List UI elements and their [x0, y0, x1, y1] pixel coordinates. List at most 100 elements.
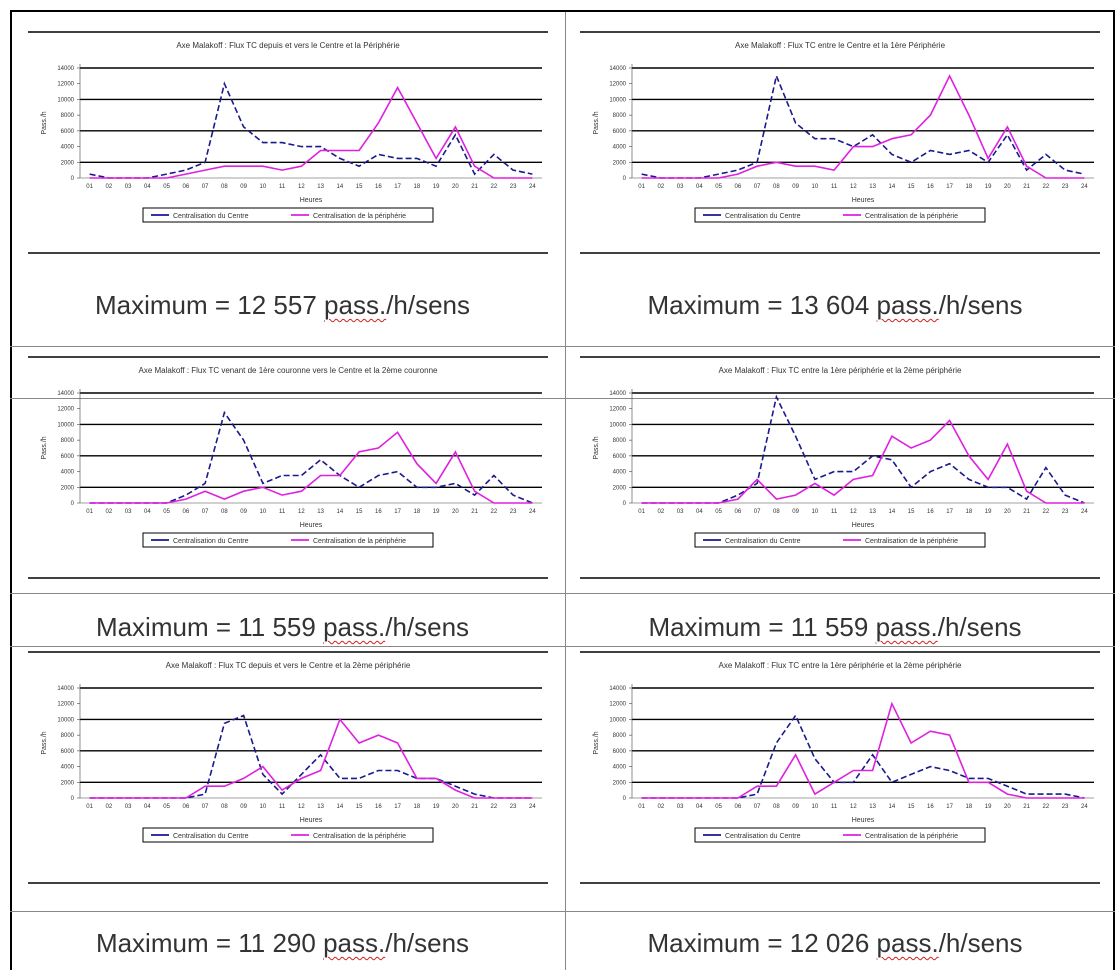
- x-tick-label: 21: [1023, 804, 1030, 810]
- x-tick-label: 21: [471, 804, 478, 810]
- chart-panel-2: Axe Malakoff : Flux TC entre le Centre e…: [580, 31, 1100, 254]
- caption-pass: pass.: [876, 290, 939, 320]
- y-tick-label: 14000: [609, 66, 626, 72]
- y-tick-label: 6000: [61, 454, 75, 460]
- caption-suffix: /h/sens: [938, 928, 1023, 958]
- y-axis-title: Pass./h: [593, 436, 600, 459]
- caption-pass: pass.: [323, 928, 386, 958]
- x-tick-label: 14: [337, 804, 344, 810]
- x-axis-title: Heures: [852, 522, 875, 529]
- legend-label-peripherie: Centralisation de la périphérie: [865, 833, 958, 840]
- x-tick-label: 10: [812, 804, 819, 810]
- x-tick-label: 13: [317, 804, 324, 810]
- y-tick-label: 2000: [61, 780, 75, 786]
- series-line-centre: [641, 73, 1085, 179]
- x-tick-label: 04: [696, 509, 703, 515]
- legend-label-peripherie: Centralisation de la périphérie: [865, 538, 958, 545]
- y-tick-label: 0: [71, 176, 75, 182]
- series-line-peripherie: [89, 717, 533, 799]
- x-tick-label: 02: [658, 509, 665, 515]
- caption-pass: pass.: [875, 612, 938, 642]
- x-tick-label: 07: [202, 184, 209, 190]
- x-tick-label: 24: [1081, 184, 1088, 190]
- legend-label-centre: Centralisation du Centre: [725, 538, 801, 545]
- x-tick-label: 01: [638, 804, 645, 810]
- x-tick-label: 13: [869, 804, 876, 810]
- x-tick-label: 18: [414, 804, 421, 810]
- x-tick-label: 02: [106, 184, 113, 190]
- y-tick-label: 4000: [61, 765, 75, 771]
- x-tick-label: 13: [869, 184, 876, 190]
- caption-pass: pass.: [876, 928, 939, 958]
- x-tick-label: 02: [106, 804, 113, 810]
- legend-box: [142, 532, 434, 548]
- x-tick-label: 20: [1004, 184, 1011, 190]
- x-tick-label: 24: [529, 509, 536, 515]
- x-tick-label: 16: [927, 804, 934, 810]
- x-tick-label: 23: [1062, 509, 1069, 515]
- grid-border-middle: [565, 10, 566, 970]
- y-tick-label: 12000: [609, 82, 626, 88]
- x-tick-label: 22: [491, 804, 498, 810]
- x-tick-label: 06: [183, 804, 190, 810]
- x-tick-label: 03: [677, 804, 684, 810]
- x-tick-label: 07: [202, 804, 209, 810]
- chart-panel-3: Axe Malakoff : Flux TC venant de 1ère co…: [28, 356, 548, 579]
- x-tick-label: 11: [279, 509, 286, 515]
- y-tick-label: 12000: [609, 407, 626, 413]
- x-axis-title: Heures: [852, 817, 875, 824]
- x-tick-label: 17: [946, 184, 953, 190]
- legend-label-peripherie: Centralisation de la périphérie: [313, 833, 406, 840]
- x-tick-label: 20: [452, 804, 459, 810]
- y-tick-label: 8000: [613, 733, 627, 739]
- chart-panel-5: Axe Malakoff : Flux TC depuis et vers le…: [28, 651, 548, 884]
- x-tick-label: 05: [163, 804, 170, 810]
- x-tick-label: 17: [394, 509, 401, 515]
- x-axis-title: Heures: [300, 522, 323, 529]
- x-tick-label: 17: [946, 509, 953, 515]
- x-axis-title: Heures: [852, 197, 875, 204]
- x-tick-label: 13: [317, 184, 324, 190]
- x-tick-label: 08: [221, 804, 228, 810]
- chart-panel-4: Axe Malakoff : Flux TC entre la 1ère pér…: [580, 356, 1100, 579]
- grid-border-top: [10, 10, 1115, 12]
- x-tick-label: 04: [144, 509, 151, 515]
- caption-suffix: /h/sens: [386, 290, 471, 320]
- x-tick-label: 11: [279, 184, 286, 190]
- x-tick-label: 02: [658, 184, 665, 190]
- caption-panel-6: Maximum = 12 026 pass./h/sens: [565, 928, 1105, 959]
- x-tick-label: 13: [869, 509, 876, 515]
- y-tick-label: 6000: [61, 749, 75, 755]
- y-tick-label: 10000: [609, 97, 626, 103]
- caption-prefix: Maximum = 11 559: [95, 612, 324, 642]
- x-tick-label: 24: [529, 184, 536, 190]
- x-tick-label: 22: [491, 509, 498, 515]
- y-tick-label: 12000: [57, 82, 74, 88]
- x-tick-label: 19: [433, 184, 440, 190]
- x-tick-label: 02: [106, 509, 113, 515]
- caption-panel-3: Maximum = 11 559 pass./h/sens: [10, 612, 555, 643]
- x-tick-label: 16: [375, 184, 382, 190]
- grid-divider-3: [10, 593, 1115, 594]
- series-line-peripherie: [641, 74, 1085, 179]
- x-tick-label: 08: [773, 184, 780, 190]
- x-tick-label: 07: [754, 804, 761, 810]
- x-tick-label: 10: [260, 184, 267, 190]
- y-tick-label: 10000: [57, 422, 74, 428]
- x-tick-label: 20: [1004, 509, 1011, 515]
- caption-prefix: Maximum = 12 557: [94, 290, 325, 320]
- x-tick-label: 21: [471, 509, 478, 515]
- x-tick-label: 09: [792, 509, 799, 515]
- caption-pass: pass.: [324, 290, 387, 320]
- legend-box: [142, 827, 434, 843]
- y-tick-label: 6000: [613, 129, 627, 135]
- chart-title: Axe Malakoff : Flux TC depuis et vers le…: [176, 41, 400, 50]
- x-tick-label: 12: [850, 509, 857, 515]
- caption-prefix: Maximum = 13 604: [647, 290, 877, 320]
- x-tick-label: 13: [317, 509, 324, 515]
- x-tick-label: 12: [298, 509, 305, 515]
- y-tick-label: 6000: [613, 454, 627, 460]
- legend-box: [694, 827, 986, 843]
- x-tick-label: 05: [163, 184, 170, 190]
- x-tick-label: 11: [831, 804, 838, 810]
